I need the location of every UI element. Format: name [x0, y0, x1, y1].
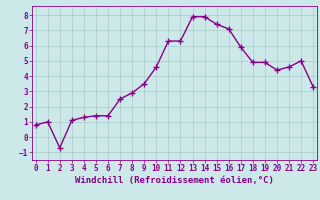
X-axis label: Windchill (Refroidissement éolien,°C): Windchill (Refroidissement éolien,°C): [75, 176, 274, 185]
